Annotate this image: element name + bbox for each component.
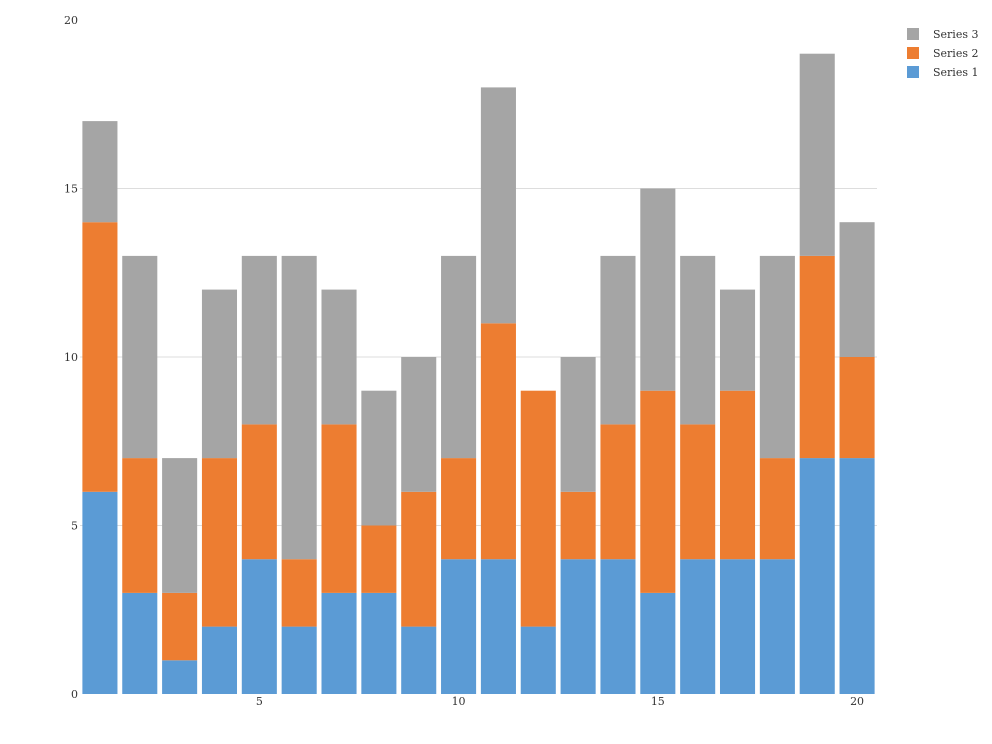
bar-series-2 <box>122 458 158 593</box>
bar-series-3 <box>719 289 756 391</box>
bar-series-1 <box>321 592 357 694</box>
y-tick-label: 5 <box>71 520 78 533</box>
bar-series-3 <box>82 121 118 223</box>
x-tick-label: 5 <box>256 695 263 708</box>
bar-series-1 <box>361 592 397 694</box>
bar-series-1 <box>799 458 835 694</box>
bar-series-2 <box>480 323 516 560</box>
gridlines <box>80 188 877 526</box>
y-axis: 0 5 10 15 20 <box>64 14 78 701</box>
bar-series-2 <box>719 390 756 560</box>
bar-series-3 <box>281 255 317 560</box>
bar-series-3 <box>759 255 795 459</box>
bar-series-3 <box>799 53 835 256</box>
bar-series-3 <box>680 255 716 425</box>
bar-series-1 <box>82 491 118 694</box>
bar-series-1 <box>201 626 238 694</box>
bar-series-3 <box>839 222 875 357</box>
x-tick-label: 10 <box>452 695 466 708</box>
legend: Series 3 Series 2 Series 1 <box>907 28 978 79</box>
bar-series-1 <box>281 626 317 694</box>
bar-series-2 <box>759 458 795 560</box>
bar-series-2 <box>799 255 835 459</box>
bar-series-1 <box>680 559 716 694</box>
bar-series-1 <box>162 660 198 694</box>
bar-series-1 <box>640 592 676 694</box>
bar-series-3 <box>600 255 636 425</box>
x-tick-label: 20 <box>850 695 864 708</box>
bar-series-2 <box>401 491 437 627</box>
bar-series-3 <box>201 289 238 459</box>
bar-series-3 <box>361 390 397 526</box>
bar-series-1 <box>401 626 437 694</box>
bar-series-2 <box>201 458 238 627</box>
y-tick-label: 0 <box>71 688 78 701</box>
bar-series-1 <box>560 559 596 694</box>
bar-series-2 <box>839 357 875 459</box>
bar-series-3 <box>480 87 516 324</box>
y-tick-label: 15 <box>64 183 78 196</box>
bar-series-2 <box>560 491 596 560</box>
bar-series-1 <box>441 559 477 694</box>
bar-series-1 <box>759 559 795 694</box>
bar-series-1 <box>241 559 277 694</box>
bar-series-2 <box>640 390 676 593</box>
x-tick-label: 15 <box>651 695 665 708</box>
bar-series-2 <box>520 390 556 627</box>
bar-series-3 <box>162 458 198 593</box>
legend-swatch <box>907 47 919 59</box>
y-tick-label: 10 <box>64 351 78 364</box>
legend-label: Series 3 <box>933 28 978 41</box>
legend-label: Series 2 <box>933 47 978 60</box>
bar-series-1 <box>719 559 756 694</box>
legend-label: Series 1 <box>933 66 978 79</box>
legend-swatch <box>907 28 919 40</box>
bar-series-3 <box>401 357 437 492</box>
bar-series-1 <box>600 559 636 694</box>
bar-series-2 <box>321 424 357 593</box>
bar-series-3 <box>241 255 277 425</box>
bar-series-3 <box>441 255 477 459</box>
bar-series-3 <box>640 188 676 391</box>
bar-series-1 <box>839 458 875 694</box>
bar-series-3 <box>321 289 357 425</box>
bar-series-2 <box>361 525 397 593</box>
bar-series-2 <box>281 559 317 627</box>
bar-series-2 <box>82 222 118 492</box>
legend-swatch <box>907 66 919 78</box>
bar-series-1 <box>122 592 158 694</box>
bar-series-1 <box>480 559 516 694</box>
bar-series-2 <box>162 592 198 661</box>
bar-series-2 <box>600 424 636 560</box>
bar-series-2 <box>441 458 477 560</box>
bar-series-2 <box>680 424 716 560</box>
bar-series-3 <box>122 255 158 459</box>
y-tick-label: 20 <box>64 14 78 27</box>
bar-series-2 <box>241 424 277 560</box>
x-axis: 5 10 15 20 <box>256 695 864 708</box>
bars <box>82 53 875 694</box>
bar-series-3 <box>560 357 596 492</box>
bar-series-1 <box>520 626 556 694</box>
